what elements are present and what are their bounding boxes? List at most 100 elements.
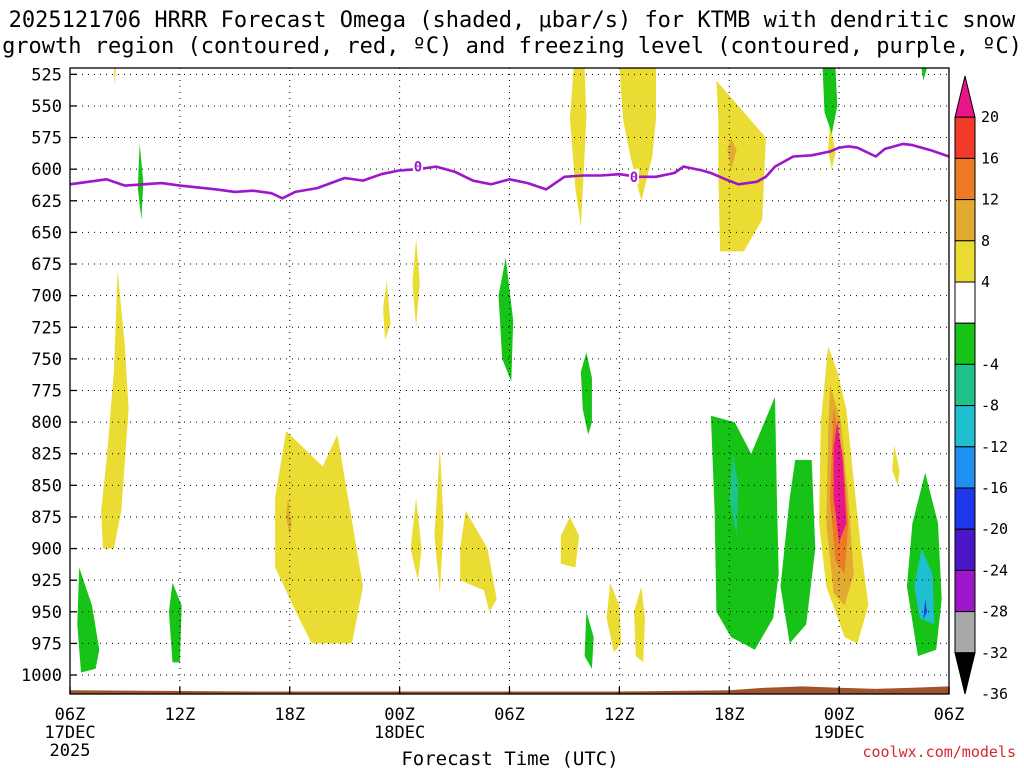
contour-label-bg — [412, 158, 423, 174]
freezing-level-line — [69, 142, 950, 200]
chart-title-line1: 2025121706 HRRR Forecast Omega (shaded, … — [9, 8, 1016, 33]
x-tick-label: 12Z — [604, 705, 635, 725]
y-tick-label: 575 — [31, 129, 62, 149]
colorbar-label: 12 — [981, 191, 999, 209]
y-tick-label: 625 — [31, 192, 62, 212]
omega-region-24 — [634, 586, 645, 663]
colorbar-bin — [954, 281, 976, 324]
y-tick-label: 875 — [31, 508, 62, 528]
omega-region-5 — [275, 431, 363, 644]
colorbar-bin — [954, 116, 976, 159]
omega-region-2 — [137, 143, 144, 220]
colorbar-label: -20 — [981, 520, 1008, 538]
x-tick-label: 18Z — [714, 705, 745, 725]
omega-region-35 — [923, 599, 927, 620]
colorbar-bin — [954, 528, 976, 571]
y-tick-label: 750 — [31, 350, 62, 370]
x-date-label: 17DEC — [44, 723, 95, 743]
colorbar-label: 8 — [981, 232, 990, 250]
colorbar-bin — [954, 487, 976, 530]
colorbar-bin — [954, 322, 976, 365]
colorbar-label: 16 — [981, 149, 999, 167]
credit-link[interactable]: coolwx.com/models — [862, 743, 1016, 761]
colorbar-bin — [954, 611, 976, 654]
omega-region-12 — [498, 257, 514, 382]
omega-region-1 — [101, 270, 129, 549]
omega-region-23 — [606, 582, 622, 653]
y-tick-label: 675 — [31, 255, 62, 275]
colorbar-bin — [954, 363, 976, 407]
freezing-contour-label: 0 — [630, 170, 638, 186]
omega-region-20 — [580, 352, 592, 435]
x-axis-label: Forecast Time (UTC) — [401, 748, 618, 768]
colorbar-label: -4 — [981, 355, 999, 373]
colorbar-label: 4 — [981, 273, 990, 291]
omega-region-15 — [716, 80, 766, 252]
colorbar-label: -8 — [981, 397, 999, 415]
colorbar-label: -16 — [981, 479, 1008, 497]
y-tick-label: 700 — [31, 287, 62, 307]
x-tick-label: 00Z — [824, 705, 855, 725]
colorbar-label: -24 — [981, 561, 1008, 579]
x-tick-label: 06Z — [494, 705, 525, 725]
y-tick-label: 1000 — [21, 666, 62, 686]
omega-region-17 — [828, 121, 836, 170]
x-tick-label: 06Z — [934, 705, 965, 725]
colorbar-bin — [954, 240, 976, 283]
colorbar-bin — [954, 405, 976, 448]
x-tick-label: 00Z — [384, 705, 415, 725]
x-year-label: 2025 — [50, 741, 91, 761]
omega-region-11 — [460, 510, 497, 612]
omega-region-6 — [286, 498, 292, 536]
colorbar-label: 20 — [981, 108, 999, 126]
y-tick-label: 950 — [31, 603, 62, 623]
omega-region-9 — [410, 498, 422, 581]
omega-region-21 — [560, 516, 580, 568]
omega-region-31 — [833, 422, 847, 543]
colorbar-label: -36 — [981, 685, 1008, 703]
y-tick-label: 600 — [31, 160, 62, 180]
colorbar-label: -28 — [981, 603, 1008, 621]
omega-region-7 — [383, 280, 391, 340]
colorbar-top-arrow — [954, 75, 976, 118]
omega-region-26 — [729, 453, 739, 536]
omega-region-4 — [168, 582, 182, 663]
x-tick-label: 06Z — [55, 705, 86, 725]
freezing-contour-label: 0 — [414, 160, 422, 176]
omega-shaded-regions — [77, 68, 942, 673]
y-tick-label: 525 — [31, 65, 62, 85]
y-tick-label: 550 — [31, 97, 62, 117]
y-tick-label: 825 — [31, 445, 62, 465]
x-date-label: 18DEC — [374, 723, 425, 743]
omega-region-0 — [113, 68, 116, 87]
chart-title-line2: growth region (contoured, red, ºC) and f… — [2, 34, 1022, 59]
colorbar-bin — [954, 446, 976, 489]
freezing-level-contour: 00 — [69, 142, 950, 200]
colorbar-label: -32 — [981, 644, 1008, 662]
colorbar-bin — [954, 199, 976, 242]
omega-region-13 — [569, 68, 587, 227]
y-tick-label: 650 — [31, 223, 62, 243]
omega-region-25 — [710, 396, 779, 650]
omega-region-27 — [780, 460, 816, 644]
colorbar-bin — [954, 157, 976, 201]
y-tick-label: 850 — [31, 476, 62, 496]
omega-region-19 — [921, 68, 927, 81]
y-tick-label: 975 — [31, 634, 62, 654]
colorbar: 20 16 12 8 4 -4 -8 -12 -16 -20 -24 -28 -32 -36 — [954, 75, 1008, 703]
contour-label-bg — [629, 168, 640, 184]
y-tick-label: 725 — [31, 318, 62, 338]
x-tick-label: 18Z — [274, 705, 305, 725]
y-tick-label: 800 — [31, 413, 62, 433]
x-date-label: 19DEC — [814, 723, 865, 743]
colorbar-bin — [954, 569, 976, 613]
colorbar-label: -12 — [981, 438, 1008, 456]
colorbar-bottom-arrow — [954, 652, 976, 695]
omega-region-16 — [727, 137, 737, 170]
omega-region-32 — [892, 444, 900, 486]
omega-region-18 — [822, 68, 838, 134]
y-tick-label: 775 — [31, 381, 62, 401]
pressure-axis: 525 550 575 600 625 650 675 700 725 750 775 800 825 8… — [21, 65, 77, 686]
